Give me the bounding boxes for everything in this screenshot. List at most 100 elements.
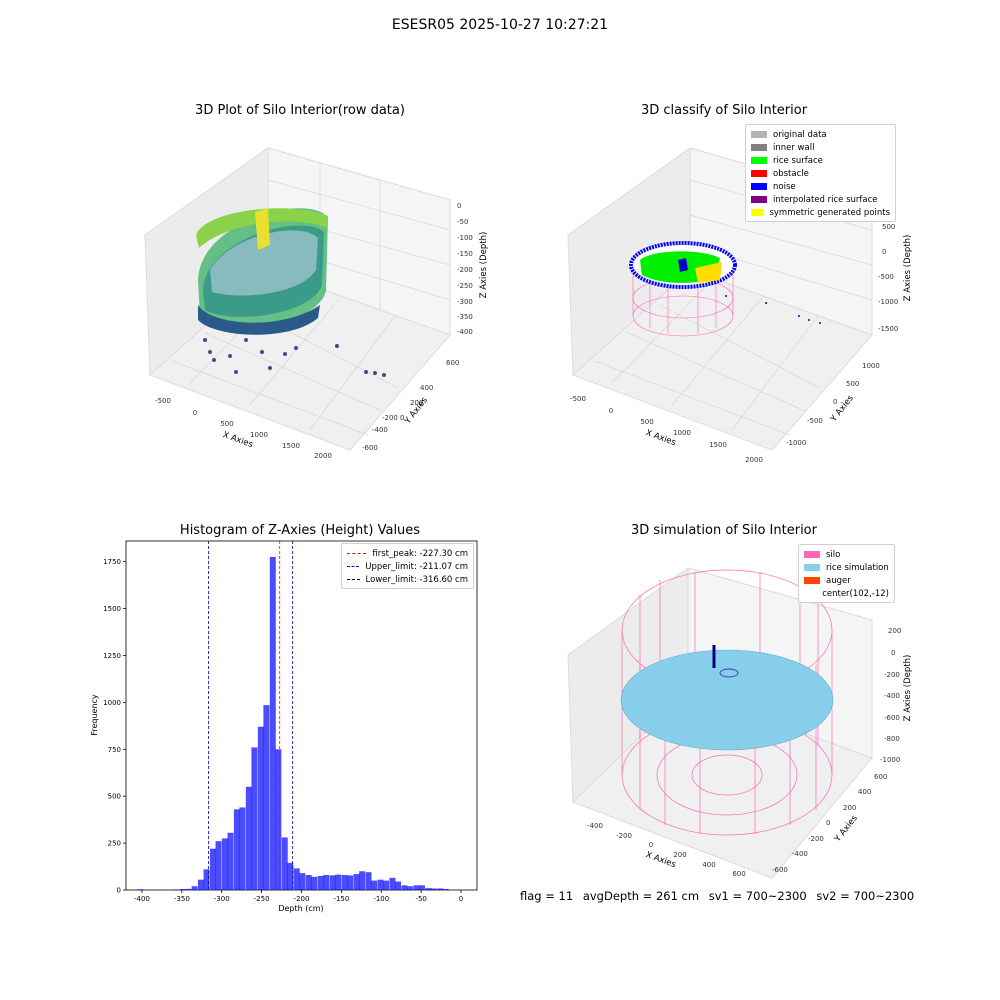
histogram-chart: -400 -350 -300 -250 -200 -150 -100 -50 0 0 250 500… bbox=[90, 540, 478, 913]
classify-ytick: -500 bbox=[807, 417, 823, 425]
legend-line bbox=[347, 566, 360, 567]
classify-xtick: -500 bbox=[570, 395, 586, 403]
classify-zlabel: Z Axies (Depth) bbox=[903, 235, 913, 302]
histogram-ytick-label: 1750 bbox=[103, 558, 121, 566]
simulation-ytick: 200 bbox=[843, 804, 856, 812]
legend-swatch bbox=[751, 131, 767, 138]
simulation-xtick: -400 bbox=[587, 822, 603, 830]
histogram-bar bbox=[311, 876, 318, 890]
status-footer: flag = 11 avgDepth = 261 cm sv1 = 700~23… bbox=[520, 889, 920, 903]
simulation-ztick: -600 bbox=[884, 714, 900, 722]
histogram-plot-area bbox=[125, 540, 478, 891]
simulation-ytick: 0 bbox=[826, 819, 830, 827]
histogram-bar bbox=[437, 888, 444, 890]
raw-xtick: -500 bbox=[155, 397, 171, 405]
raw-ztick: -100 bbox=[457, 234, 473, 242]
classify-xtick: 2000 bbox=[745, 456, 763, 464]
simulation-ytick: -400 bbox=[792, 850, 808, 858]
raw-xtick: 1500 bbox=[282, 442, 300, 450]
histogram-bar bbox=[185, 888, 192, 890]
histogram-bar bbox=[137, 889, 144, 890]
histogram-title: Histogram of Z-Axies (Height) Values bbox=[179, 523, 421, 538]
raw-silo-point-cloud bbox=[196, 208, 328, 335]
simulation-ztick: 0 bbox=[891, 649, 895, 657]
classify-z-ticks: 500 0 -500 -1000 -1500 bbox=[878, 223, 898, 333]
legend-swatch bbox=[751, 183, 767, 190]
classify-noise-scatter bbox=[725, 295, 821, 324]
histogram-bar bbox=[275, 749, 282, 890]
legend-item-original-data: original data bbox=[751, 128, 890, 141]
raw-ztick: -350 bbox=[457, 313, 473, 321]
simulation-xtick: 0 bbox=[649, 841, 653, 849]
histogram-bar bbox=[191, 886, 198, 890]
histogram-bar bbox=[221, 838, 228, 890]
histogram-ytick-label: 1500 bbox=[103, 605, 121, 613]
raw-x-ticks: -500 0 500 1000 1500 2000 bbox=[155, 397, 332, 460]
histogram-bar bbox=[197, 879, 204, 890]
histogram-ytick-label: 500 bbox=[108, 793, 121, 801]
histogram-bar bbox=[329, 875, 336, 890]
classify-panel-title: 3D classify of Silo Interior bbox=[640, 103, 808, 118]
histogram-bar bbox=[179, 889, 186, 890]
histogram-bar bbox=[233, 809, 240, 890]
histogram-bar bbox=[383, 880, 390, 890]
legend-item-upper-limit: Upper_limit: -211.07 cm bbox=[347, 560, 468, 573]
raw-ytick: 600 bbox=[446, 359, 459, 367]
histogram-ytick-label: 750 bbox=[108, 746, 121, 754]
histogram-xtick-label: -50 bbox=[415, 895, 426, 903]
histogram-bar bbox=[353, 874, 360, 890]
histogram-bar bbox=[389, 877, 396, 890]
histogram-y-axis: 0 250 500 750 1000 1250 1500 1750 bbox=[103, 558, 126, 895]
raw-ztick: -400 bbox=[457, 328, 473, 336]
legend-swatch bbox=[804, 551, 820, 558]
simulation-xtick: 600 bbox=[732, 870, 745, 878]
raw-ztick: -150 bbox=[457, 250, 473, 258]
histogram-xtick-label: -200 bbox=[294, 895, 310, 903]
histogram-xtick-label: -350 bbox=[174, 895, 190, 903]
legend-item-center: center(102,-12) bbox=[804, 587, 889, 600]
classify-noise-cluster bbox=[678, 258, 688, 272]
histogram-reference-lines bbox=[208, 541, 294, 890]
histogram-bar bbox=[203, 869, 210, 890]
raw-ztick: -300 bbox=[457, 298, 473, 306]
histogram-legend: first_peak: -227.30 cm Upper_limit: -211… bbox=[341, 543, 474, 589]
legend-swatch bbox=[804, 577, 820, 584]
histogram-bar bbox=[263, 705, 270, 890]
histogram-bar bbox=[323, 874, 330, 890]
histogram-bar bbox=[413, 885, 420, 890]
histogram-xtick-label: -100 bbox=[373, 895, 389, 903]
simulation-z-ticks: 200 0 -200 -400 -600 -800 -1000 bbox=[880, 627, 901, 764]
classify-ztick: -500 bbox=[878, 273, 894, 281]
histogram-bar bbox=[341, 874, 348, 890]
histogram-xtick-label: -400 bbox=[134, 895, 150, 903]
legend-line bbox=[347, 579, 360, 580]
legend-swatch bbox=[751, 144, 767, 151]
simulation-ylabel: Y Axies bbox=[832, 813, 860, 845]
histogram-bar bbox=[317, 875, 324, 890]
histogram-bar bbox=[418, 885, 425, 890]
raw-xtick: 500 bbox=[220, 420, 233, 428]
classify-ytick: 1000 bbox=[862, 362, 880, 370]
classify-x-ticks: -500 0 500 1000 1500 2000 bbox=[570, 395, 763, 464]
histogram-bar bbox=[269, 556, 276, 890]
histogram-bar bbox=[293, 868, 300, 890]
histogram-bar bbox=[430, 888, 437, 890]
histogram-bar bbox=[442, 889, 449, 890]
legend-item-symmetric: symmetric generated points bbox=[751, 206, 890, 219]
simulation-ztick: -400 bbox=[884, 692, 900, 700]
simulation-ytick: 400 bbox=[858, 788, 871, 796]
simulation-rice-surface bbox=[620, 649, 834, 751]
histogram-xlabel: Depth (cm) bbox=[278, 904, 323, 913]
classify-xtick: 1000 bbox=[673, 429, 691, 437]
raw-outlier-points bbox=[203, 338, 386, 377]
classify-symmetric-points bbox=[695, 262, 722, 283]
classify-ztick: -1500 bbox=[878, 325, 898, 333]
simulation-auger bbox=[712, 645, 739, 678]
histogram-bar bbox=[305, 874, 312, 890]
raw-y-ticks: 600 400 200 0 -200 -400 -600 bbox=[362, 359, 459, 452]
simulation-y-ticks: 600 400 200 0 -200 -400 -600 bbox=[772, 773, 887, 874]
raw-xtick: 0 bbox=[193, 409, 197, 417]
histogram-bar bbox=[239, 807, 246, 890]
raw-xtick: 2000 bbox=[314, 452, 332, 460]
raw-xtick: 1000 bbox=[250, 431, 268, 439]
